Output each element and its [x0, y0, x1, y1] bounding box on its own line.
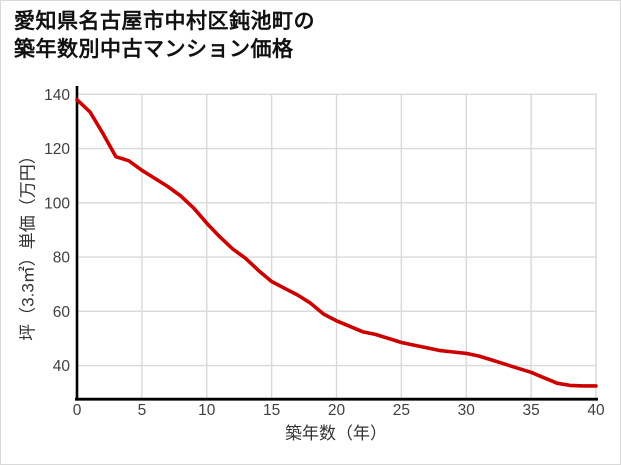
x-tick-label: 40: [587, 402, 605, 419]
y-tick-label: 120: [44, 141, 70, 158]
x-axis-title: 築年数（年）: [285, 424, 387, 443]
x-tick-label: 25: [393, 402, 410, 419]
y-tick-label: 80: [53, 250, 71, 267]
x-tick-label: 10: [198, 402, 216, 419]
chart-title: 愛知県名古屋市中村区鈍池町の 築年数別中古マンション価格: [14, 8, 315, 63]
y-tick-label: 140: [44, 87, 70, 104]
x-tick-label: 5: [138, 402, 147, 419]
chart-title-line2: 築年数別中古マンション価格: [14, 37, 294, 61]
x-tick-label: 35: [523, 402, 540, 419]
price-series-line: [75, 97, 598, 388]
y-axis-title: 坪（3.3㎡）単価（万円）: [18, 147, 38, 341]
x-tick-label: 15: [263, 402, 280, 419]
y-tick-label: 60: [53, 304, 71, 321]
chart-title-line1: 愛知県名古屋市中村区鈍池町の: [14, 10, 315, 33]
y-tick-label: 100: [44, 195, 70, 212]
y-tick-label: 40: [53, 358, 71, 375]
x-tick-label: 30: [458, 402, 476, 419]
x-tick-label: 0: [73, 402, 82, 419]
x-tick-label: 20: [328, 402, 346, 419]
